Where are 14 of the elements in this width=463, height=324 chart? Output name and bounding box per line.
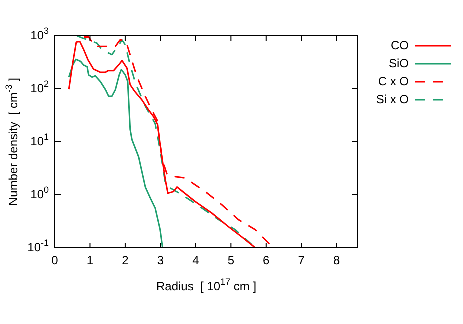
- x-tick-label: 1: [86, 253, 94, 268]
- x-tick-label: 8: [334, 253, 341, 268]
- x-tick-label: 4: [192, 253, 200, 268]
- x-tick-label: 7: [298, 253, 306, 268]
- x-tick-label: 3: [157, 253, 164, 268]
- legend-label: SiO: [388, 56, 409, 70]
- y-axis-title: Number density [ cm-3 ]: [4, 78, 20, 206]
- legend-label: C x O: [378, 74, 409, 88]
- legend-label: Si x O: [376, 92, 409, 106]
- legend-label: CO: [391, 38, 409, 52]
- x-tick-label: 6: [263, 253, 270, 268]
- x-tick-label: 5: [228, 253, 235, 268]
- x-tick-label: 0: [52, 253, 59, 268]
- x-tick-label: 2: [122, 253, 130, 268]
